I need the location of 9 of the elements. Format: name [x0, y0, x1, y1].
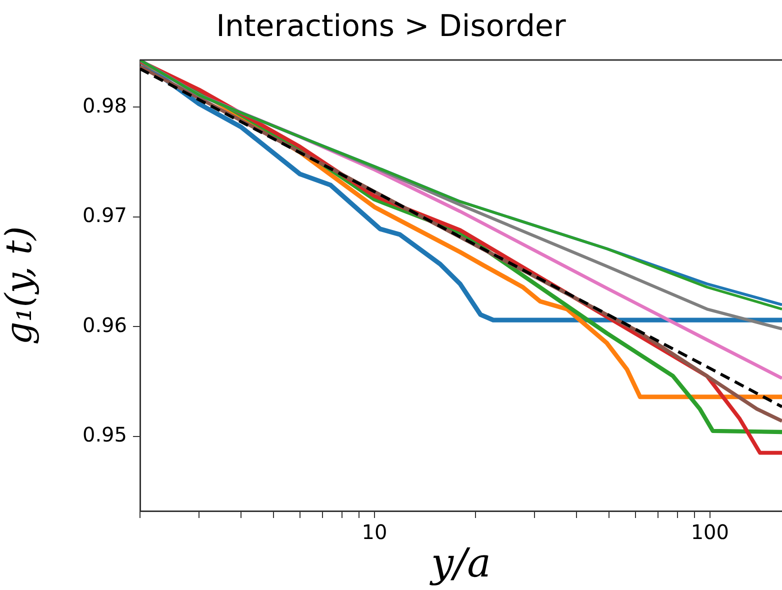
y-tick-label: 0.95	[82, 422, 127, 447]
x-tick-label: 100	[690, 520, 730, 544]
chart-title: Interactions > Disorder	[216, 8, 566, 44]
x-tick-label: 10	[362, 520, 388, 544]
y-tick-label: 0.96	[82, 312, 127, 337]
y-axis-title: g₁(y, t)	[0, 226, 40, 345]
y-tick-label: 0.98	[82, 93, 127, 118]
x-axis-title: y/a	[429, 540, 491, 586]
y-tick-label: 0.97	[82, 203, 127, 228]
